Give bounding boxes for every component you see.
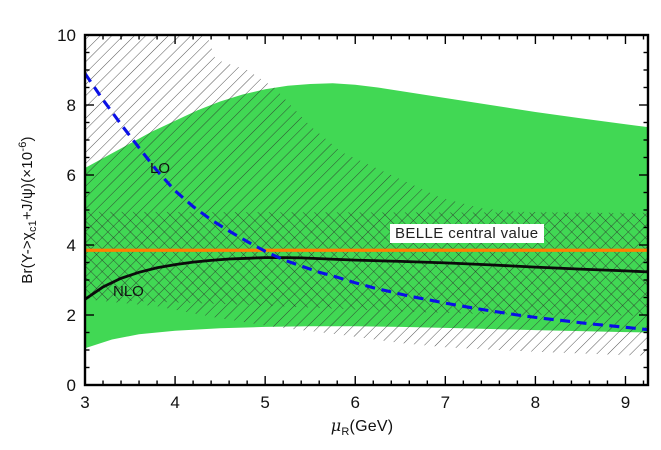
y-title-part: +J/ψ)(×10 — [19, 151, 36, 221]
y-tick-label: 8 — [67, 96, 76, 115]
y-tick-label: 0 — [67, 376, 76, 395]
mu-symbol: μ — [330, 416, 342, 435]
plot-area — [85, 35, 648, 356]
y-title-superscript: -6 — [17, 141, 29, 152]
x-title-subscript: R — [341, 426, 350, 439]
y-tick-label: 2 — [67, 306, 76, 325]
y-tick-label: 6 — [67, 166, 76, 185]
x-tick-label: 5 — [260, 393, 269, 412]
nlo-hatched-band — [85, 211, 648, 316]
x-tick-label: 4 — [170, 393, 179, 412]
tick-labels: 3 4 5 6 7 8 9 0 2 4 6 8 10 — [57, 26, 630, 412]
y-tick-label: 4 — [67, 236, 76, 255]
x-title-part: (GeV) — [349, 418, 394, 435]
lo-curve-label: LO — [150, 160, 171, 177]
nlo-curve-label: NLO — [113, 283, 144, 300]
x-tick-label: 7 — [441, 393, 450, 412]
x-tick-label: 6 — [351, 393, 360, 412]
x-axis-title: μR(GeV) — [331, 416, 393, 438]
y-tick-label: 10 — [57, 26, 76, 45]
x-tick-label: 3 — [80, 393, 89, 412]
y-title-part: Br(Υ->χ — [19, 232, 36, 284]
belle-central-value-label: BELLE central value — [390, 224, 544, 243]
lo-curve — [85, 72, 648, 332]
nlo-curve — [85, 256, 648, 301]
x-tick-label: 8 — [531, 393, 540, 412]
axis-ticks — [84, 34, 648, 386]
y-axis-title: Br(Υ->χc1+J/ψ)(×10-6) — [17, 136, 39, 283]
y-title-subscript: c1 — [27, 220, 39, 233]
x-tick-label: 9 — [621, 393, 630, 412]
y-title-part: ) — [19, 136, 36, 142]
